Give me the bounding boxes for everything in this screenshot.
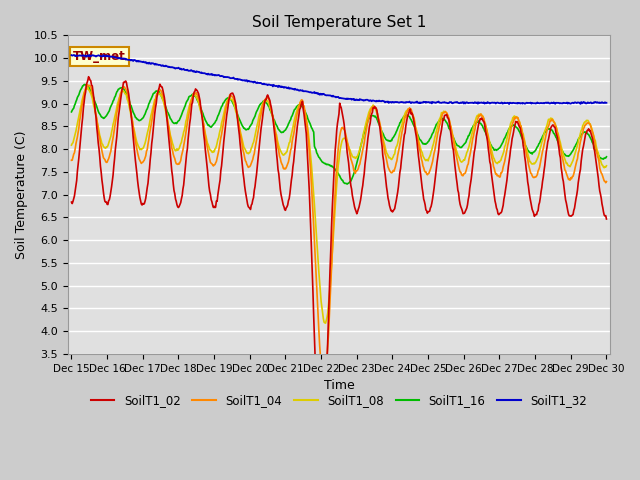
- Legend: SoilT1_02, SoilT1_04, SoilT1_08, SoilT1_16, SoilT1_32: SoilT1_02, SoilT1_04, SoilT1_08, SoilT1_…: [86, 389, 592, 411]
- Text: TW_met: TW_met: [74, 49, 126, 63]
- Y-axis label: Soil Temperature (C): Soil Temperature (C): [15, 130, 28, 259]
- X-axis label: Time: Time: [324, 379, 355, 392]
- Title: Soil Temperature Set 1: Soil Temperature Set 1: [252, 15, 426, 30]
